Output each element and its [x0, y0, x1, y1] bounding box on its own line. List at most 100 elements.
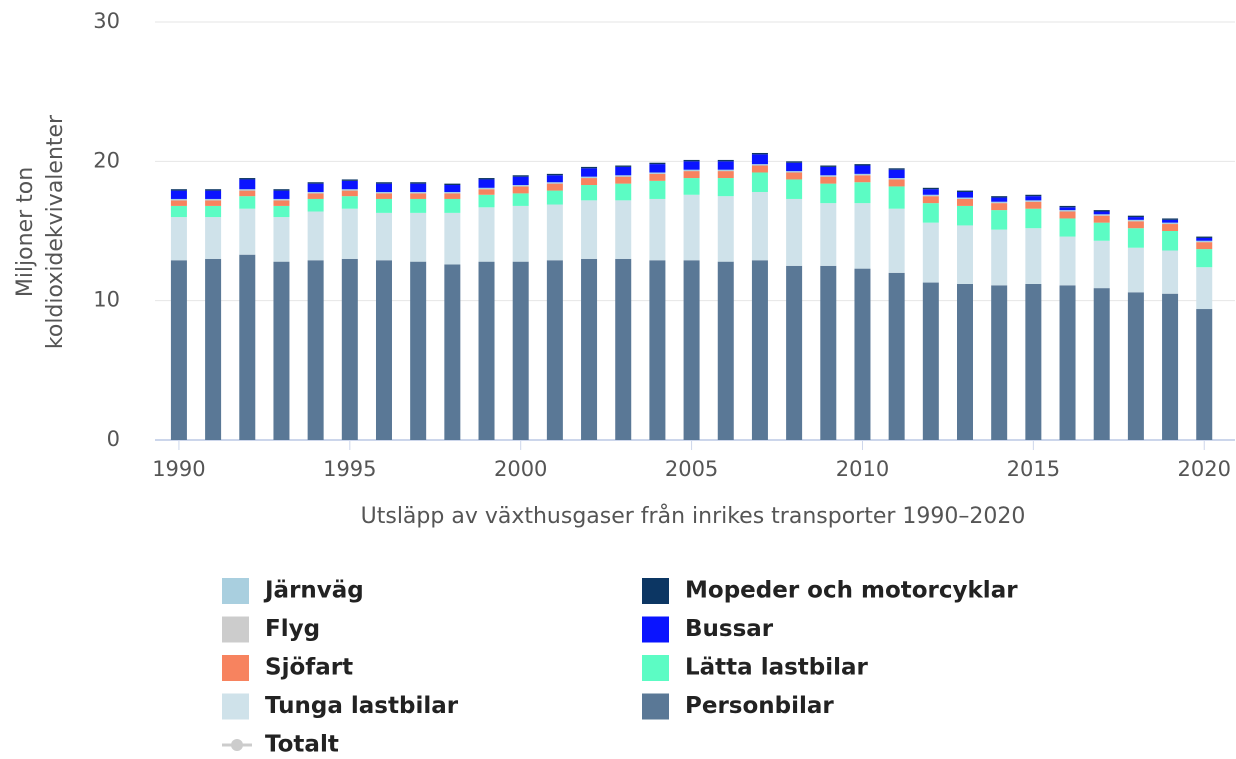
bar-segment: [888, 186, 905, 209]
bar-segment: [170, 260, 187, 440]
bar-segment: [341, 189, 358, 191]
bar-segment: [649, 198, 666, 261]
bar-segment: [991, 196, 1008, 198]
bar-segment: [581, 185, 598, 201]
bar-segment: [786, 162, 803, 172]
bar-segment: [888, 178, 905, 180]
bar-segment: [1162, 293, 1179, 440]
legend-label[interactable]: Mopeder och motorcyklar: [685, 578, 1018, 604]
legend-swatch: [222, 693, 249, 720]
bar-segment: [512, 205, 529, 262]
bar-segment: [1059, 285, 1076, 440]
bar-segment: [1025, 194, 1042, 197]
bar-segment: [649, 173, 666, 181]
bar-segment: [649, 164, 666, 173]
bar-segment: [170, 200, 187, 206]
bar-segment: [1025, 201, 1042, 209]
legend-label[interactable]: Personbilar: [685, 693, 834, 719]
bar-segment: [786, 161, 803, 163]
bar-segment: [1196, 237, 1213, 241]
legend-label[interactable]: Totalt: [265, 732, 339, 758]
bar-segment: [1127, 215, 1144, 218]
bar-segment: [717, 196, 734, 262]
bar-segment: [615, 176, 632, 184]
bar-segment: [239, 254, 256, 440]
bar-segment: [170, 217, 187, 261]
bar-segment: [444, 191, 461, 194]
bar-segment: [1127, 247, 1144, 293]
bar-segment: [1196, 309, 1213, 440]
bar-segment: [273, 217, 290, 262]
bar-segment: [1196, 267, 1213, 310]
x-tick-label: 2010: [836, 457, 889, 481]
bar-segment: [444, 185, 461, 192]
bar-segment: [273, 200, 290, 206]
bar-segment: [375, 183, 392, 192]
bar-segment: [307, 211, 324, 261]
bar-segment: [1059, 211, 1076, 219]
bar-segment: [512, 186, 529, 194]
bar-segment: [581, 258, 598, 440]
legend-symbol: [231, 739, 243, 751]
legend-label[interactable]: Tunga lastbilar: [265, 693, 459, 719]
bar-segment: [375, 191, 392, 194]
bar-segment: [478, 179, 495, 188]
bar-segment: [375, 260, 392, 440]
bar-segment: [751, 165, 768, 173]
y-axis-title: koldioxidekvivalenter: [43, 114, 68, 349]
bar-segment: [615, 183, 632, 201]
legend-swatch: [642, 616, 669, 643]
bar-segment: [341, 258, 358, 440]
bar-segment: [820, 183, 837, 204]
legend-label[interactable]: Flyg: [265, 616, 320, 642]
y-tick-label: 0: [107, 427, 120, 451]
bar-segment: [615, 200, 632, 259]
bar-segment: [1162, 222, 1179, 225]
y-tick-label: 30: [93, 9, 120, 33]
bar-segment: [273, 198, 290, 201]
bar-segment: [512, 176, 529, 186]
bar-segment: [1162, 224, 1179, 231]
legend-label[interactable]: Lätta lastbilar: [685, 655, 869, 681]
bar-segment: [786, 172, 803, 180]
bar-segment: [683, 194, 700, 261]
bar-segment: [307, 183, 324, 192]
bar-segment: [581, 166, 598, 169]
bar-segment: [170, 189, 187, 191]
bar-segment: [170, 198, 187, 201]
bar-segment: [615, 166, 632, 176]
bar-segment: [922, 187, 939, 190]
bar-segment: [478, 207, 495, 262]
bar-segment: [888, 168, 905, 170]
bar-segment: [307, 191, 324, 194]
bar-segment: [444, 198, 461, 213]
bar-segment: [957, 283, 973, 440]
bar-segment: [581, 200, 598, 259]
bar-segment: [341, 179, 358, 181]
bar-segment: [991, 210, 1008, 230]
bar-segment: [786, 179, 803, 199]
bar-segment: [957, 190, 973, 192]
bar-segment: [854, 268, 871, 440]
bar-segment: [546, 182, 563, 184]
y-tick-label: 10: [93, 288, 120, 312]
bar-segment: [888, 179, 905, 187]
legend-label[interactable]: Bussar: [685, 616, 774, 642]
legend-label[interactable]: Sjöfart: [265, 655, 353, 681]
bar-segment: [1059, 207, 1076, 211]
legend-label[interactable]: Järnväg: [263, 578, 364, 604]
bar-segment: [717, 161, 734, 170]
bar-segment: [205, 198, 222, 201]
bar-segment: [375, 212, 392, 261]
bar-segment: [649, 162, 666, 165]
bar-segment: [888, 169, 905, 179]
bar-segment: [1162, 231, 1179, 251]
bar-segment: [341, 208, 358, 259]
bar-segment: [991, 203, 1008, 211]
bar-segment: [649, 180, 666, 199]
bar-segment: [888, 208, 905, 273]
bar-segment: [751, 191, 768, 261]
bar-segment: [1025, 208, 1042, 229]
bar-segment: [341, 180, 358, 190]
bar-segment: [444, 212, 461, 265]
